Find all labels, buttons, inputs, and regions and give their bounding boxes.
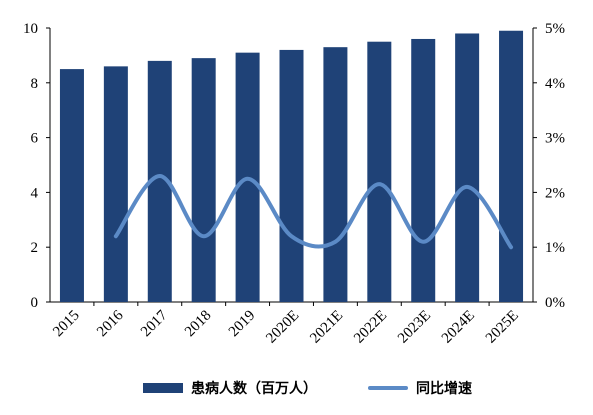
growth-line [113,173,514,250]
left-axis-tick-label: 6 [31,131,39,147]
bar [411,38,436,303]
legend-swatch-line [368,386,408,390]
x-axis-tick-label: 2021E [307,308,346,347]
bar [191,58,216,302]
left-axis-tick-label: 2 [31,240,39,256]
bar [455,33,480,302]
legend-label-line: 同比增速 [416,381,472,397]
growth-point [203,235,205,237]
growth-point [291,235,292,237]
bar [279,49,304,302]
left-axis-tick-label: 10 [23,21,38,37]
bar [103,66,128,302]
x-axis-tick-label: 2019 [226,308,259,341]
x-axis-tick-label: 2023E [395,308,434,347]
legend: 患病人数（百万人） 同比增速 [0,378,593,406]
right-axis-tick-label: 2% [545,185,565,201]
bar [59,69,84,302]
right-axis-tick-label: 0% [545,295,565,311]
bar [323,47,348,303]
legend-label-bar: 患病人数（百万人） [191,381,317,397]
legend-swatch-bar [143,383,183,393]
x-axis-tick-label: 2018 [182,308,215,341]
left-axis-tick-label: 0 [31,295,39,311]
legend-item-line: 同比增速 [368,378,472,398]
bar [499,30,524,303]
growth-point [159,175,161,177]
growth-point [115,235,117,237]
x-axis-tick-label: 2015 [50,308,83,341]
right-axis-tick-label: 3% [545,131,565,147]
right-axis-tick-label: 4% [545,76,565,92]
left-axis-tick-label: 8 [31,76,39,92]
x-axis-tick-label: 2025E [483,308,522,347]
x-axis-tick-label: 2017 [138,307,171,340]
growth-point [247,178,249,180]
growth-point [510,246,512,248]
growth-point [466,186,468,188]
bar [367,41,392,302]
x-axis-tick-label: 2016 [94,307,127,340]
x-axis-tick-label: 2020E [263,308,302,347]
right-axis-tick-label: 5% [545,21,565,37]
legend-item-bar: 患病人数（百万人） [143,378,317,398]
right-axis-tick-label: 1% [545,240,565,256]
x-axis-tick-label: 2022E [351,308,390,347]
growth-point [422,241,424,243]
growth-point [334,241,336,243]
growth-point [378,183,380,185]
x-axis-tick-label: 2024E [439,308,478,347]
left-axis-tick-label: 4 [31,185,39,201]
